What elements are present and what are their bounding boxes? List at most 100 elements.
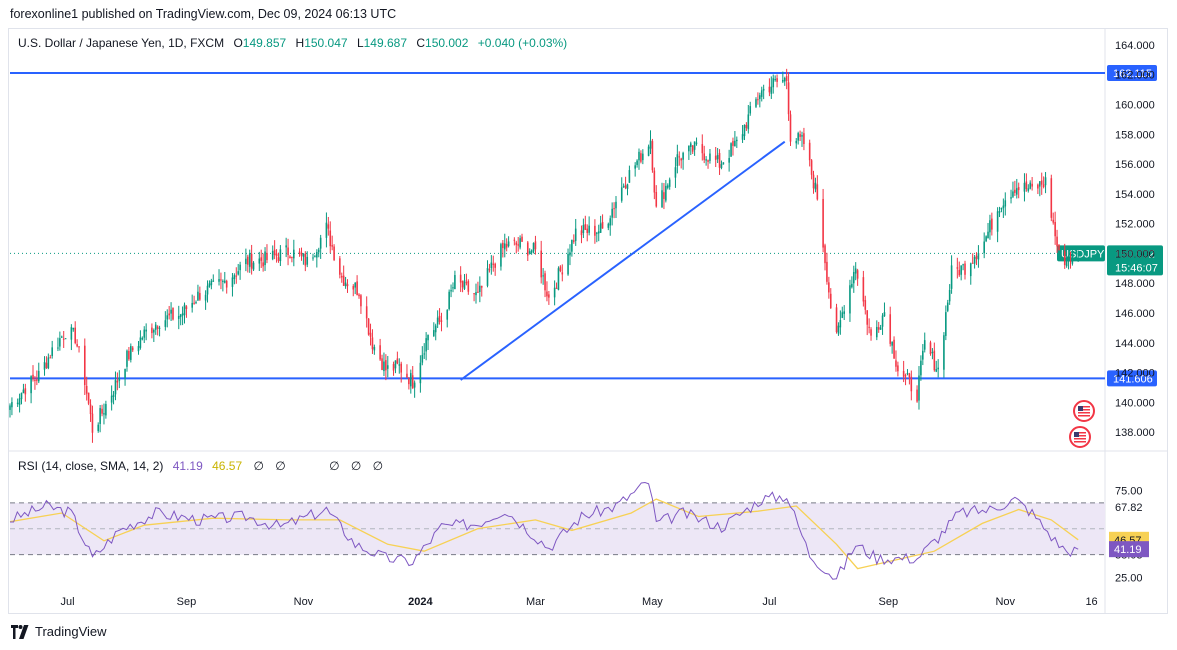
- candle-body: [340, 276, 343, 278]
- price-tick-label: 146.000: [1115, 308, 1155, 320]
- candle-body: [971, 262, 974, 264]
- candle-body: [246, 256, 249, 265]
- candle-body: [816, 184, 819, 200]
- candle-body: [128, 350, 130, 360]
- time-tick-label: Sep: [177, 596, 197, 608]
- candle-body: [849, 285, 851, 314]
- candle-body: [153, 329, 155, 333]
- candle-body: [789, 114, 792, 142]
- candle-body: [1023, 182, 1026, 192]
- candle-body: [488, 269, 491, 271]
- candle-body: [530, 250, 533, 253]
- candle-body: [1017, 187, 1020, 191]
- price-tick-label: 150.000: [1115, 248, 1155, 260]
- candle-body: [1002, 205, 1005, 209]
- candle-body: [975, 255, 978, 259]
- candle-body: [101, 408, 103, 414]
- candle-body: [760, 90, 763, 97]
- candle-body: [371, 337, 374, 350]
- candle-body: [130, 346, 132, 360]
- candle-body: [688, 145, 690, 152]
- candle-body: [668, 179, 671, 187]
- candle-body: [526, 242, 529, 256]
- candle-body: [480, 285, 483, 288]
- candle-body: [139, 337, 142, 348]
- candle-body: [252, 262, 255, 270]
- rsi-tick-label: 25.00: [1115, 572, 1143, 584]
- candle-body: [613, 208, 615, 210]
- candle-body: [1031, 183, 1033, 187]
- candle-body: [400, 363, 403, 373]
- candle-body: [1010, 197, 1012, 199]
- candle-body: [1000, 207, 1003, 210]
- candle-body: [154, 324, 157, 330]
- candle-body: [287, 247, 289, 256]
- candle-body: [651, 141, 654, 171]
- change-value: +0.040 (+0.03%): [477, 36, 568, 50]
- last-price-badge: [1107, 245, 1163, 276]
- candle-body: [490, 262, 493, 269]
- candle-body: [479, 285, 481, 292]
- na-value: ∅: [329, 459, 340, 473]
- candle-body: [841, 312, 844, 318]
- price-tick-label: 154.000: [1115, 189, 1155, 201]
- candle-body: [676, 154, 679, 167]
- rsi-line: [10, 481, 1079, 580]
- horizontal-line-badge: [1107, 370, 1157, 387]
- candle-body: [62, 338, 65, 340]
- candle-body: [70, 327, 73, 340]
- candle-body: [279, 249, 282, 262]
- candle-body: [64, 338, 67, 340]
- candle-body: [1063, 251, 1066, 266]
- candle-body: [870, 329, 872, 336]
- candle-body: [638, 151, 640, 161]
- candle-body: [596, 232, 598, 234]
- candle-body: [197, 291, 199, 301]
- candle-body: [573, 240, 575, 242]
- countdown-label: 15:46:07: [1115, 262, 1158, 274]
- candle-body: [329, 230, 332, 247]
- candle-body: [47, 357, 50, 369]
- candle-body: [743, 124, 746, 137]
- high-label: H: [295, 36, 305, 50]
- horizontal-lines: 162.115 141.606 USDJPY 150.002 15:46:07: [10, 64, 1163, 387]
- candle-body: [386, 365, 389, 369]
- candle-body: [889, 314, 892, 344]
- flag-canton: [1074, 432, 1079, 437]
- candle-body: [895, 360, 897, 367]
- candle-body: [747, 114, 750, 130]
- candle-body: [365, 306, 368, 319]
- candle-body: [783, 77, 786, 82]
- time-tick-label: Nov: [294, 596, 314, 608]
- candle-body: [411, 375, 414, 389]
- candle-body: [1067, 259, 1070, 262]
- horizontal-line-badge: [1107, 64, 1157, 81]
- candle-body: [34, 380, 36, 382]
- candle-body: [762, 88, 765, 91]
- candle-body: [446, 310, 449, 320]
- candle-body: [358, 294, 360, 297]
- candle-body: [801, 135, 803, 137]
- candle-body: [856, 270, 859, 279]
- economic-event-icon: [1069, 426, 1091, 448]
- candle-body: [316, 252, 318, 258]
- candle-body: [881, 315, 884, 327]
- candle-body: [262, 262, 264, 267]
- rsi-tick-label: 75.00: [1115, 485, 1143, 497]
- candle-body: [1037, 184, 1039, 189]
- candle-body: [958, 269, 961, 276]
- candle-body: [803, 133, 805, 145]
- candle-body: [810, 160, 813, 175]
- candle-body: [759, 95, 761, 99]
- price-tick-label: 144.000: [1115, 338, 1155, 350]
- candle-body: [626, 184, 629, 189]
- candle-body: [716, 155, 719, 160]
- candle-body: [369, 332, 372, 337]
- flag-stripe: [1078, 415, 1090, 417]
- candle-body: [642, 153, 644, 161]
- candle-body: [260, 257, 263, 261]
- candle-body: [776, 78, 778, 82]
- time-tick-label: May: [642, 596, 663, 608]
- candle-body: [204, 294, 207, 301]
